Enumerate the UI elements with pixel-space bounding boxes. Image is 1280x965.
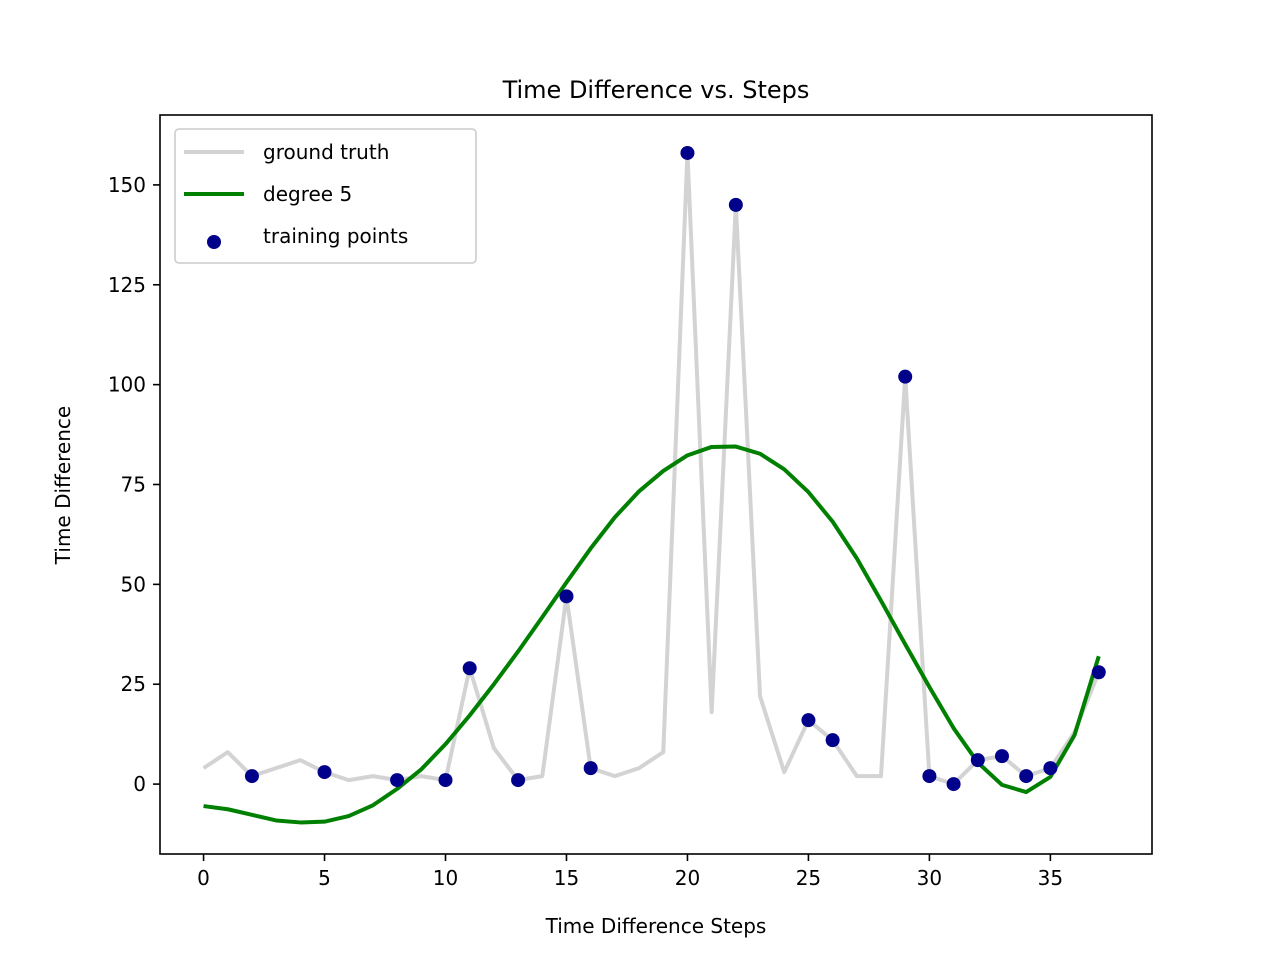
data-point: [559, 589, 574, 604]
y-tick-label: 75: [121, 473, 146, 497]
data-point: [1019, 769, 1034, 784]
data-point: [728, 197, 743, 212]
plot-area: [202, 145, 1106, 825]
data-point: [680, 145, 695, 160]
x-tick-label: 0: [197, 866, 210, 890]
data-point: [922, 769, 937, 784]
legend-label: training points: [263, 224, 408, 248]
data-point: [583, 761, 598, 776]
x-tick-label: 30: [917, 866, 942, 890]
data-point: [825, 733, 840, 748]
y-tick-label: 25: [121, 672, 146, 696]
data-point: [317, 765, 332, 780]
legend: ground truth degree 5 training points: [174, 128, 477, 264]
chart-title: Time Difference vs. Steps: [502, 76, 810, 104]
x-tick-label: 10: [433, 866, 458, 890]
data-point: [1091, 665, 1106, 680]
legend-item: degree 5: [184, 182, 352, 206]
legend-item: ground truth: [184, 140, 389, 164]
data-point: [390, 773, 405, 788]
y-tick-label: 125: [108, 273, 146, 297]
data-point: [511, 773, 526, 788]
series-points-training-points: [244, 145, 1106, 792]
x-axis-label: Time Difference Steps: [545, 914, 767, 938]
data-point: [898, 369, 913, 384]
legend-item: training points: [207, 224, 408, 249]
x-tick-label: 35: [1038, 866, 1063, 890]
y-axis-label: Time Difference: [51, 406, 75, 565]
x-tick-label: 20: [675, 866, 700, 890]
data-point: [801, 713, 816, 728]
x-tick-label: 25: [796, 866, 821, 890]
data-point: [970, 753, 985, 768]
x-tick-label: 5: [318, 866, 331, 890]
data-point: [1043, 761, 1058, 776]
series-line-degree-5: [203, 444, 1101, 825]
y-tick-label: 0: [133, 772, 146, 796]
y-tick-label: 150: [108, 173, 146, 197]
legend-swatch-marker: [207, 235, 221, 249]
y-tick-label: 50: [121, 572, 146, 596]
x-tick-label: 15: [554, 866, 579, 890]
legend-label: degree 5: [263, 182, 352, 206]
legend-label: ground truth: [263, 140, 389, 164]
data-point: [462, 661, 477, 676]
axes: 0 5 10 15 20 25 30 35 0 25 50 75 100 125 150: [108, 114, 1153, 890]
data-point: [244, 769, 259, 784]
data-point: [438, 773, 453, 788]
legend-box: [174, 128, 477, 264]
data-point: [946, 777, 961, 792]
data-point: [994, 749, 1009, 764]
y-tick-label: 100: [108, 373, 146, 397]
